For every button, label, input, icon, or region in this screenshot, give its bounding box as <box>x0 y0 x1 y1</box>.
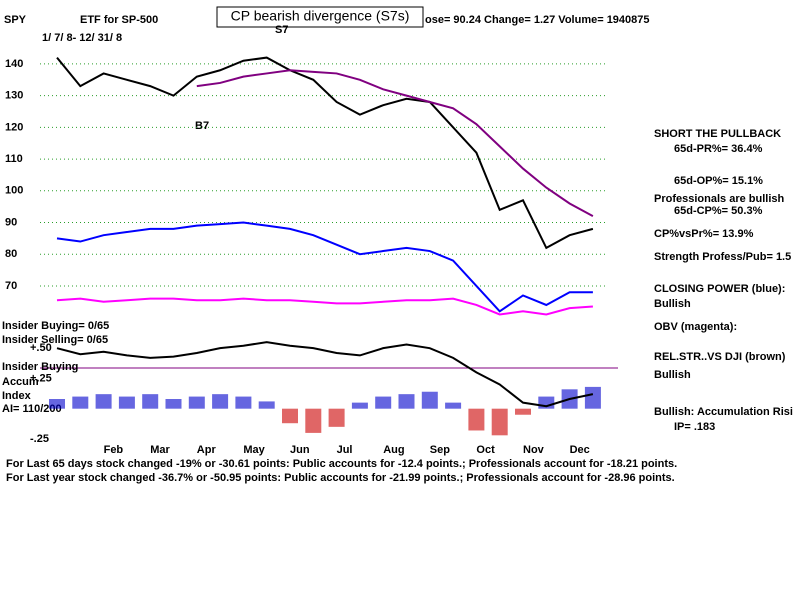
date-range: 1/ 7/ 8- 12/ 31/ 8 <box>42 32 122 44</box>
symbol: SPY <box>4 14 27 26</box>
accum-bar <box>212 394 229 409</box>
accum-bar <box>491 408 508 436</box>
x-tick-label: Jun <box>290 444 310 456</box>
status-text: Bullish: Accumulation Risi <box>654 406 793 418</box>
left-panel: Insider Buying= 0/65 Insider Selling= 0/6… <box>2 320 109 415</box>
sell-signal: S7 <box>275 24 288 36</box>
status-text: IP= .183 <box>674 421 715 433</box>
accum-bar <box>515 408 531 415</box>
x-tick-label: May <box>243 444 265 456</box>
accum-bar <box>142 394 159 409</box>
series-line <box>56 341 594 408</box>
status-text: REL.STR..VS DJI (brown) <box>654 351 786 363</box>
accum-bar <box>282 408 298 424</box>
footer-text: For Last 65 days stock changed -19% or -… <box>6 458 677 470</box>
y-tick-label: 140 <box>5 58 23 70</box>
status-text: SHORT THE PULLBACK <box>654 128 781 140</box>
accum-bar <box>468 408 485 431</box>
insider-text: AI= 110/200 <box>2 403 62 415</box>
accum-bar <box>95 394 112 409</box>
accum-bar <box>235 396 252 409</box>
series-line <box>56 221 593 313</box>
status-text: Bullish <box>654 298 691 310</box>
accum-bar <box>188 396 205 409</box>
signal-title: CP bearish divergence (S7s) <box>231 8 410 24</box>
y-tick-label: -.25 <box>30 433 49 445</box>
x-tick-label: Mar <box>150 444 170 456</box>
y-tick-label: 70 <box>5 280 17 292</box>
accum-bar <box>421 391 438 409</box>
status-text: 65d-CP%= 50.3% <box>674 205 763 217</box>
y-tick-label: 120 <box>5 121 23 133</box>
accum-bar <box>118 396 135 409</box>
fund-name: ETF for SP-500 <box>80 14 158 26</box>
status-text: 65d-OP%= 15.1% <box>674 175 763 187</box>
y-tick-label: 110 <box>5 153 23 165</box>
buy-signal: B7 <box>195 120 209 132</box>
x-tick-label: Nov <box>523 444 545 456</box>
accum-bar <box>445 402 462 409</box>
accum-bar <box>305 408 322 433</box>
insider-text: Insider Selling= 0/65 <box>2 334 108 346</box>
status-text: 65d-PR%= 36.4% <box>674 143 763 155</box>
right-panel: SHORT THE PULLBACK 65d-PR%= 36.4% 65d-OP%=… <box>654 128 793 433</box>
accum-bar <box>165 399 182 409</box>
accum-bar <box>398 394 415 409</box>
series-line <box>56 56 594 250</box>
status-text: Professionals are bullish <box>654 193 784 205</box>
signal-box <box>216 6 424 28</box>
x-tick-label: Apr <box>197 444 217 456</box>
status-text: CP%vsPr%= 13.9% <box>654 228 754 240</box>
insider-text: Insider Buying <box>2 361 78 373</box>
insider-text: Index <box>2 390 32 402</box>
accum-bar <box>49 399 65 409</box>
insider-text: Insider Buying= 0/65 <box>2 320 109 332</box>
accum-bar <box>258 401 275 409</box>
accum-bar <box>72 396 89 409</box>
footer: For Last 65 days stock changed -19% or -… <box>6 458 677 484</box>
y-tick-label: 100 <box>5 185 23 197</box>
footer-text: For Last year stock changed -36.7% or -5… <box>6 472 675 484</box>
accum-bar <box>375 396 392 409</box>
insider-text: Accum <box>2 376 39 388</box>
y-tick-label: +.25 <box>30 372 52 384</box>
x-tick-label: Aug <box>383 444 404 456</box>
status-text: OBV (magenta): <box>654 321 737 333</box>
accum-bar <box>351 402 368 409</box>
series-line <box>196 69 594 218</box>
status-text: Strength Profess/Pub= 1.5 <box>654 251 791 263</box>
x-tick-label: Sep <box>430 444 450 456</box>
quote: ose= 90.24 Change= 1.27 Volume= 1940875 <box>425 14 650 26</box>
y-tick-label: 80 <box>5 248 17 260</box>
x-tick-label: Oct <box>476 444 495 456</box>
y-tick-label: 130 <box>5 90 23 102</box>
x-tick-label: Jul <box>337 444 353 456</box>
x-tick-label: Feb <box>104 444 124 456</box>
series-line <box>56 297 593 316</box>
y-tick-label: 90 <box>5 216 17 228</box>
x-tick-label: Dec <box>570 444 590 456</box>
accum-bar <box>328 408 345 427</box>
status-text: Bullish <box>654 369 691 381</box>
y-tick-label: +.50 <box>30 342 52 354</box>
status-text: CLOSING POWER (blue): <box>654 283 785 295</box>
accum-bar <box>584 386 601 409</box>
